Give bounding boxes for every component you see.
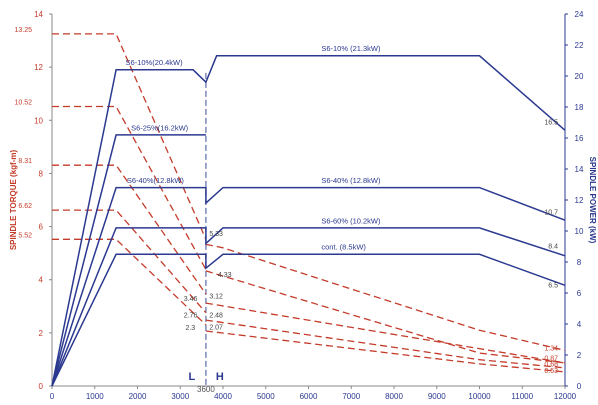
power-end-label: 6.5 [548,282,558,289]
torque-line-high [205,302,566,364]
power-series-label: cont. (8.5kW) [321,243,366,252]
torque-start-label: 13.25 [14,27,32,34]
x-tick-label: 10000 [468,392,491,401]
torque-junction-label: 2.3 [185,325,195,332]
y-left-tick-label: 10 [34,116,43,125]
torque-junction-label: 5.33 [209,231,223,238]
power-line [51,186,566,387]
x-tick-label: 9000 [428,392,446,401]
power-line [51,253,566,387]
x-tick-label: 11000 [511,392,533,401]
x-tick-label: 4000 [214,392,232,401]
power-line [51,55,566,387]
torque-junction-label: 2.07 [209,325,223,332]
y-right-tick-label: 2 [577,351,582,360]
y-left-tick-label: 0 [39,382,44,391]
torque-end-label: 0.53 [544,368,558,375]
power-end-label: 16.5 [544,120,558,127]
torque-end-label: 0.68 [544,362,558,369]
low-range-label: L [189,371,196,383]
y-right-tick-label: 10 [575,227,584,236]
y-right-axis-title: SPINDLE POWER (kW) [588,157,597,244]
y-right-tick-label: 14 [575,165,584,174]
y-right-tick-label: 8 [577,258,582,267]
switch-speed-label: 3600 [197,385,215,394]
x-tick-label: 2000 [129,392,147,401]
x-tick-label: 7000 [342,392,360,401]
power-end-label: 8.4 [548,244,558,251]
y-left-axis-title: SPINDLE TORQUE (kgf-m) [9,150,18,251]
y-right-tick-label: 16 [575,134,584,143]
y-right-tick-label: 4 [577,320,582,329]
torque-line-high [205,270,566,364]
torque-line-low [52,164,207,295]
torque-junction-label: 2.76 [184,312,198,319]
power-series-label: S6-60% (10.2kW) [321,216,381,225]
torque-junction-label: 2.48 [209,312,223,319]
torque-line-low [52,238,207,326]
torque-junction-label: 3.46 [184,296,198,303]
torque-start-label: 10.52 [14,99,32,106]
power-line [51,134,206,387]
power-end-label: 10.7 [544,209,558,216]
torque-line-high [205,319,566,369]
power-series-label: S6-40%(12.8kW) [127,176,185,185]
x-tick-label: 6000 [300,392,318,401]
torque-line-low [52,33,207,240]
power-line [51,227,566,387]
y-left-tick-label: 6 [39,223,44,232]
torque-end-label: 1.34 [544,345,558,352]
torque-line-low [52,105,207,270]
x-tick-label: 12000 [554,392,577,401]
y-left-tick-label: 12 [34,63,43,72]
y-right-tick-label: 24 [575,10,584,19]
torque-junction-label: 4.33 [218,272,232,279]
high-range-label: H [216,371,224,383]
y-left-tick-label: 2 [39,329,44,338]
y-left-tick-label: 8 [39,169,44,178]
torque-end-label: 0.87 [544,355,558,362]
y-left-tick-label: 14 [34,10,43,19]
x-tick-label: 1000 [86,392,104,401]
torque-line-low [52,209,207,314]
torque-start-label: 5.52 [18,232,32,239]
power-series-label: S6-10% (21.3kW) [321,44,381,53]
torque-start-label: 6.62 [18,203,32,210]
y-right-tick-label: 6 [577,289,582,298]
torque-line-high [205,243,566,352]
torque-line-high [205,330,566,373]
y-left-tick-label: 4 [39,276,44,285]
torque-junction-label: 3.12 [209,293,223,300]
x-tick-label: 5000 [257,392,275,401]
y-right-tick-label: 18 [575,103,584,112]
y-right-tick-label: 12 [575,196,584,205]
power-series-label: S6-25%(16.2kW) [131,123,189,132]
y-right-tick-label: 20 [575,72,584,81]
power-series-label: S6-10%(20.4kW) [126,58,184,67]
x-tick-label: 8000 [385,392,403,401]
y-right-tick-label: 0 [577,382,582,391]
x-tick-label: 3000 [171,392,189,401]
power-series-label: S6-40% (12.8kW) [321,176,381,185]
torque-start-label: 8.31 [18,158,32,165]
x-tick-label: 0 [50,392,55,401]
y-right-tick-label: 22 [575,41,584,50]
